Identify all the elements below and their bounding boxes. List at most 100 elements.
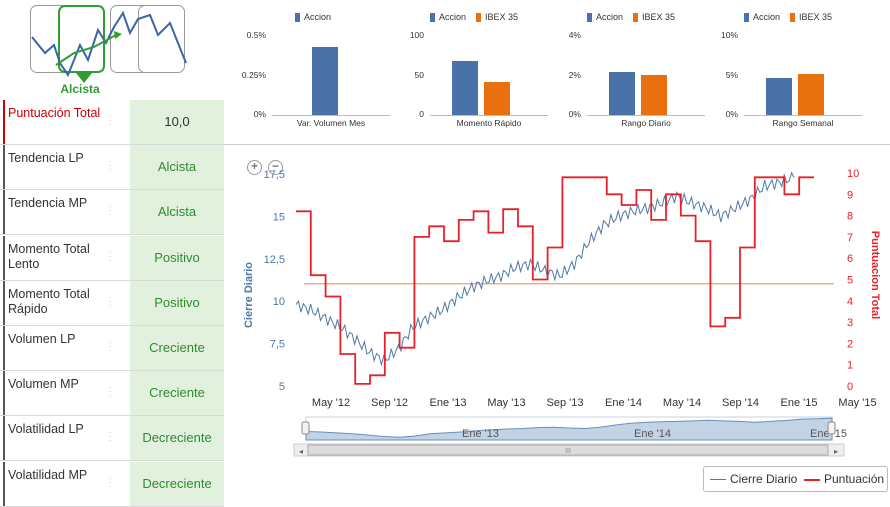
indicator-row[interactable]: Volatilidad MP · · · Decreciente: [0, 461, 224, 507]
drag-handle-icon[interactable]: · · ·: [108, 382, 112, 401]
right-tick-label: 7: [847, 232, 853, 244]
x-tick-label: May '14: [663, 397, 701, 409]
y-tick-label: 10%: [720, 30, 738, 40]
series-cierre-line[interactable]: [295, 171, 795, 367]
x-tick-label: May '15: [838, 397, 876, 409]
drag-handle-icon[interactable]: · · ·: [108, 246, 112, 265]
left-tick-label: 15: [273, 211, 285, 223]
indicator-value: 10,0: [130, 100, 224, 144]
indicator-row[interactable]: Momento Total Lento · · · Positivo: [0, 235, 224, 281]
drag-handle-icon[interactable]: · · ·: [108, 156, 112, 175]
y-tick-label: 0.5%: [246, 30, 266, 40]
navigator-label: Ene '13: [462, 428, 499, 440]
trend-thumbnail: [30, 5, 190, 83]
y-tick-label: 100: [409, 30, 424, 40]
legend-swatch: [295, 13, 300, 23]
legend-cierre-label: Cierre Diario: [730, 472, 798, 486]
line-icon: [804, 478, 820, 481]
legend-puntuacion-label: Puntuación: [824, 472, 885, 486]
indicator-label: Volatilidad MP: [3, 461, 105, 506]
x-tick-label: Ene '14: [605, 397, 642, 409]
navigator-handle-right[interactable]: [827, 421, 836, 435]
bar-ibex[interactable]: [798, 73, 824, 115]
bar-ibex[interactable]: [641, 74, 667, 115]
right-tick-label: 6: [847, 253, 853, 265]
indicator-row[interactable]: Puntuación Total · · · 10,0: [0, 100, 224, 145]
navigator-label: Ene '14: [634, 428, 671, 440]
baseline: [430, 115, 548, 116]
bar-accion[interactable]: [766, 77, 792, 115]
x-tick-label: May '13: [487, 397, 525, 409]
indicator-label: Puntuación Total: [3, 100, 105, 144]
legend-label: IBEX 35: [642, 12, 676, 22]
mini-legend: Accion: [295, 12, 331, 23]
mini-chart-title: Var. Volumen Mes: [296, 118, 366, 128]
y-tick-label: 4%: [568, 30, 581, 40]
zoom-in-icon[interactable]: +: [247, 160, 262, 175]
left-tick-label: 17,5: [264, 169, 285, 181]
right-tick-label: 0: [847, 381, 853, 393]
navigator-handle-left[interactable]: [301, 421, 310, 435]
legend-label: Accion: [596, 12, 624, 22]
indicator-value: Positivo: [130, 235, 224, 280]
left-tick-label: 10: [273, 296, 285, 308]
drag-handle-icon[interactable]: · · ·: [108, 201, 112, 220]
indicator-label: Volatilidad LP: [3, 416, 105, 461]
left-tick-label: 5: [279, 381, 285, 393]
drag-handle-icon[interactable]: · · ·: [108, 427, 112, 446]
left-tick-label: 12,5: [264, 254, 285, 266]
indicator-label: Volumen LP: [3, 326, 105, 370]
trend-thumb-bullish[interactable]: [58, 5, 105, 73]
legend-swatch: [430, 13, 435, 23]
zoom-out-icon[interactable]: −: [268, 160, 283, 175]
y-tick-label: 0%: [253, 109, 266, 119]
right-tick-label: 9: [847, 189, 853, 201]
drag-handle-icon[interactable]: · · ·: [108, 472, 112, 491]
thumb-pointer-icon: [76, 73, 92, 83]
scroll-left-icon[interactable]: ◂: [299, 447, 303, 456]
indicator-row[interactable]: Tendencia LP · · · Alcista: [0, 145, 224, 191]
baseline: [272, 115, 390, 116]
indicator-label: Tendencia LP: [3, 145, 105, 190]
scrollbar-thumb[interactable]: [307, 444, 829, 456]
indicator-row[interactable]: Volumen MP · · · Creciente: [0, 371, 224, 417]
bar-accion[interactable]: [312, 47, 338, 115]
series-puntuacion-line[interactable]: [296, 176, 814, 385]
indicator-row[interactable]: Volatilidad LP · · · Decreciente: [0, 416, 224, 462]
x-tick-label: Sep '13: [547, 397, 584, 409]
indicator-row[interactable]: Momento Total Rápido · · · Positivo: [0, 280, 224, 326]
legend-label: Accion: [753, 12, 781, 22]
drag-handle-icon[interactable]: · · ·: [108, 111, 112, 129]
mini-legend: Accion IBEX 35: [430, 12, 518, 23]
legend-swatch: [633, 13, 639, 23]
drag-handle-icon[interactable]: · · ·: [108, 337, 112, 355]
trend-label: Alcista: [60, 82, 100, 96]
indicator-row[interactable]: Tendencia MP · · · Alcista: [0, 190, 224, 236]
y-tick-label: 5%: [725, 69, 738, 80]
indicator-value: Decreciente: [130, 416, 224, 461]
indicator-value: Alcista: [130, 190, 224, 235]
indicator-value: Decreciente: [130, 461, 224, 506]
bar-ibex[interactable]: [484, 81, 510, 115]
chart-legend[interactable]: Cierre Diario Puntuación: [703, 466, 888, 492]
section-divider: [224, 144, 890, 145]
drag-handle-icon[interactable]: · · ·: [108, 291, 112, 310]
legend-puntuacion[interactable]: Puntuación: [804, 472, 884, 486]
left-tick-label: 7,5: [270, 339, 285, 351]
legend-cierre[interactable]: Cierre Diario: [710, 472, 797, 486]
scroll-grip-icon: III: [565, 448, 571, 455]
mini-legend: Accion IBEX 35: [587, 12, 676, 23]
bar-accion[interactable]: [609, 71, 635, 115]
legend-swatch: [744, 13, 749, 23]
bar-accion[interactable]: [452, 61, 478, 115]
right-tick-label: 1: [847, 360, 853, 372]
indicator-row[interactable]: Volumen LP · · · Creciente: [0, 326, 224, 371]
scroll-right-icon[interactable]: ▸: [834, 447, 838, 456]
mini-legend: Accion IBEX 35: [744, 12, 832, 23]
right-tick-label: 2: [847, 338, 853, 350]
baseline: [744, 115, 862, 116]
main-chart: Cierre Diario Puntuacion Total17,51512,51…: [243, 168, 881, 457]
x-tick-label: Ene '15: [781, 397, 818, 409]
legend-label: Accion: [439, 12, 467, 22]
y-tick-label: 0.25%: [241, 69, 266, 80]
